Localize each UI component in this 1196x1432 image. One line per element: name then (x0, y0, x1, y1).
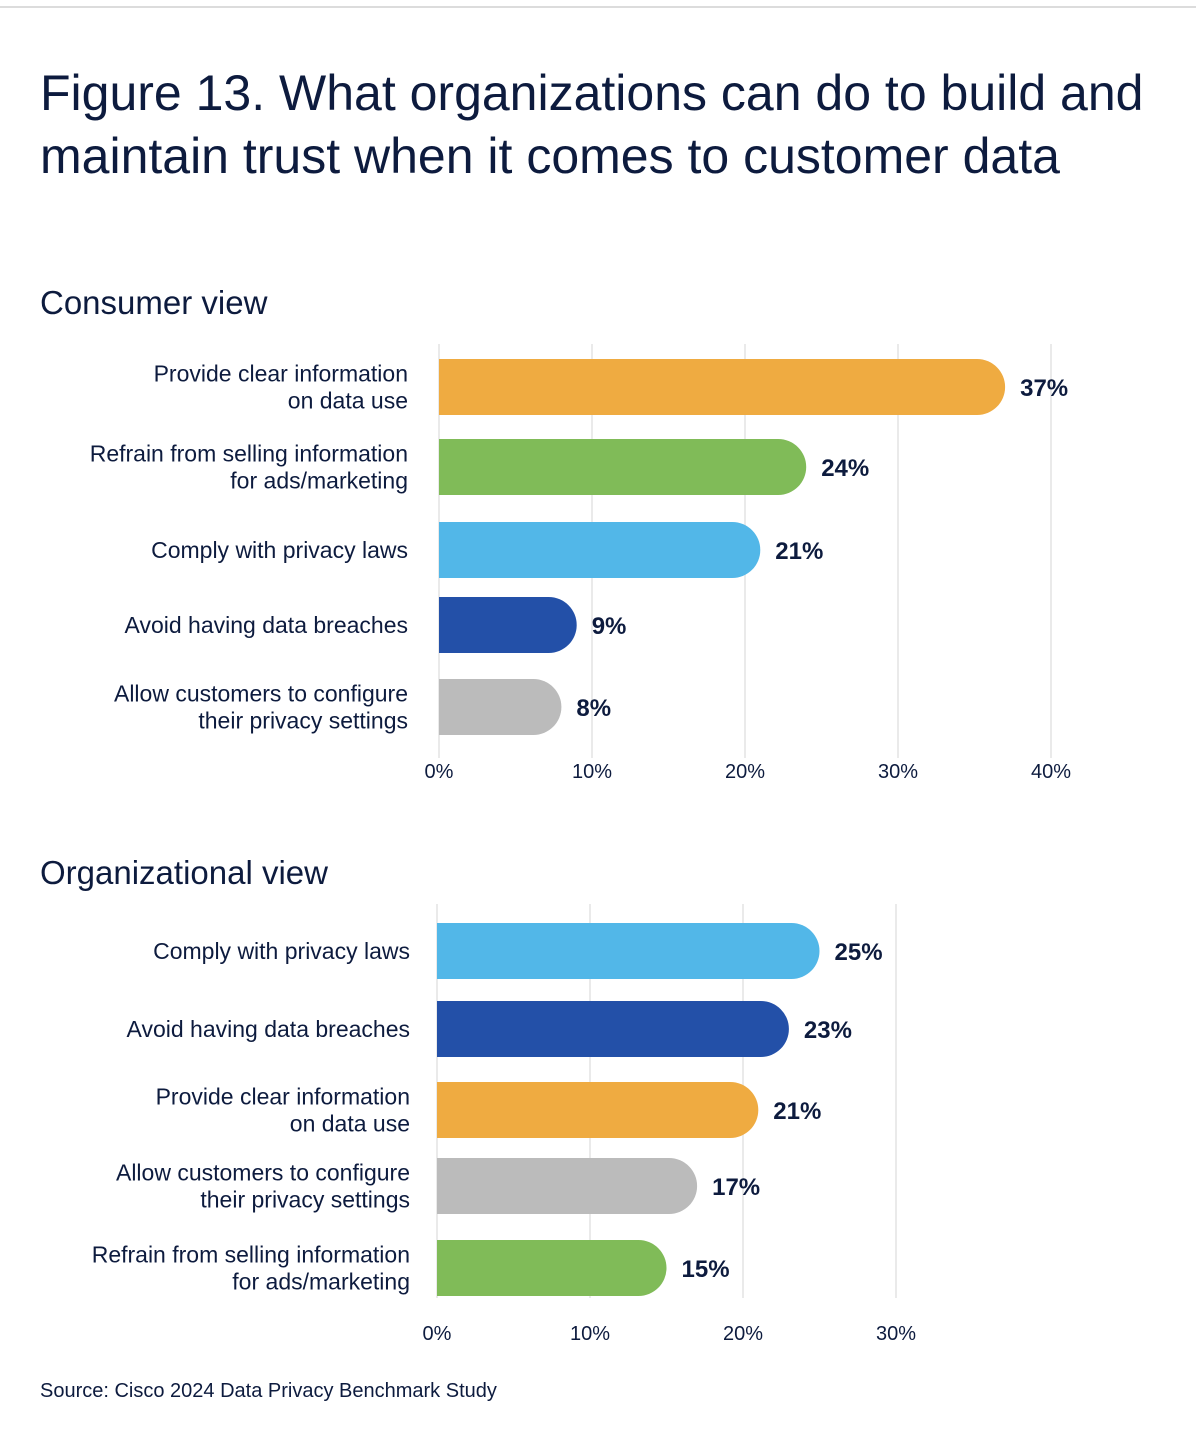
bar-value-label: 37% (1020, 375, 1068, 402)
bar (437, 1240, 667, 1296)
bar-value-label: 15% (682, 1256, 730, 1283)
figure-title: Figure 13. What organizations can do to … (40, 65, 1144, 184)
bar-value-label: 21% (773, 1098, 821, 1125)
category-label: their privacy settings (198, 708, 408, 734)
category-label: Refrain from selling information (90, 441, 408, 467)
category-label: Refrain from selling information (92, 1242, 410, 1268)
category-label: Allow customers to configure (114, 681, 408, 707)
category-label: Provide clear information (154, 361, 408, 387)
category-label: their privacy settings (200, 1187, 410, 1213)
category-label: for ads/marketing (232, 1269, 410, 1295)
bar (439, 597, 577, 653)
consumer-view-chart: 0% 10% 20% 30% 40% 37% Provide clear informati… (0, 340, 1196, 800)
bar-value-label: 23% (804, 1017, 852, 1044)
category-label: Comply with privacy laws (151, 537, 408, 563)
bar-value-label: 25% (835, 939, 883, 966)
x-tick-label: 30% (878, 761, 918, 783)
x-tick-label: 10% (572, 761, 612, 783)
bar (437, 923, 820, 979)
organizational-view-chart-svg: 0% 10% 20% 30% 25% Comply with privacy laws 23… (92, 904, 916, 1345)
bar (439, 359, 1006, 415)
x-tick-label: 30% (876, 1323, 916, 1345)
bar-value-label: 24% (821, 455, 869, 482)
bar (437, 1158, 698, 1214)
x-tick-label: 10% (570, 1323, 610, 1345)
category-label: Avoid having data breaches (127, 1016, 410, 1042)
x-tick-label: 0% (425, 761, 454, 783)
category-label: on data use (290, 1111, 410, 1137)
top-divider (0, 6, 1196, 8)
bar-value-label: 17% (712, 1174, 760, 1201)
category-label: Provide clear information (156, 1084, 410, 1110)
organizational-view-title: Organizational view (40, 854, 328, 891)
bar-value-label: 8% (576, 695, 611, 722)
consumer-view-title: Consumer view (40, 284, 268, 321)
bar-value-label: 9% (592, 613, 627, 640)
bar (439, 522, 761, 578)
x-tick-label: 20% (723, 1323, 763, 1345)
bar (437, 1082, 759, 1138)
category-label: Comply with privacy laws (153, 938, 410, 964)
x-tick-label: 40% (1031, 761, 1071, 783)
category-label: Avoid having data breaches (125, 612, 408, 638)
bar (439, 679, 562, 735)
organizational-view-chart: 0% 10% 20% 30% 25% Comply with privacy laws 23… (0, 902, 1196, 1362)
x-tick-label: 20% (725, 761, 765, 783)
source-note: Source: Cisco 2024 Data Privacy Benchmar… (40, 1380, 497, 1402)
category-label: on data use (288, 388, 408, 414)
bar-value-label: 21% (775, 538, 823, 565)
category-label: for ads/marketing (230, 468, 408, 494)
consumer-view-chart-svg: 0% 10% 20% 30% 40% 37% Provide clear informati… (90, 344, 1071, 783)
x-tick-label: 0% (423, 1323, 452, 1345)
bar (439, 439, 807, 495)
bar (437, 1001, 789, 1057)
category-label: Allow customers to configure (116, 1160, 410, 1186)
